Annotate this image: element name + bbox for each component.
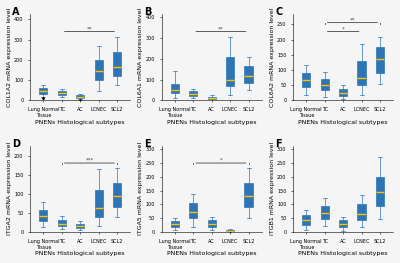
PathPatch shape [226,57,234,86]
PathPatch shape [339,220,347,227]
X-axis label: PNENs Histological subtypes: PNENs Histological subtypes [298,120,388,125]
PathPatch shape [189,91,197,96]
Text: **: ** [218,26,224,31]
Text: **: ** [87,26,92,31]
PathPatch shape [358,61,366,85]
X-axis label: PNENs Histological subtypes: PNENs Histological subtypes [167,120,256,125]
PathPatch shape [244,183,253,207]
PathPatch shape [58,220,66,226]
Y-axis label: COL6A2 mRNA expression level: COL6A2 mRNA expression level [270,8,275,107]
PathPatch shape [94,60,103,80]
PathPatch shape [302,215,310,225]
Y-axis label: COL6A1 mRNA expression level: COL6A1 mRNA expression level [138,8,144,107]
PathPatch shape [76,95,84,98]
PathPatch shape [189,203,197,218]
Y-axis label: ITGB1 mRNA expression level: ITGB1 mRNA expression level [270,142,275,235]
PathPatch shape [358,204,366,220]
PathPatch shape [208,220,216,227]
PathPatch shape [244,66,253,83]
Text: ***: *** [85,158,94,163]
Text: *: * [220,158,222,163]
Y-axis label: COL1A2 mRNA expression level: COL1A2 mRNA expression level [7,8,12,107]
PathPatch shape [302,73,310,87]
Y-axis label: ITGA2 mRNA expression level: ITGA2 mRNA expression level [7,142,12,235]
Y-axis label: ITGA5 mRNA expression level: ITGA5 mRNA expression level [138,142,144,235]
Text: E: E [144,139,150,149]
X-axis label: PNENs Histological subtypes: PNENs Histological subtypes [36,120,125,125]
Text: C: C [275,7,283,17]
PathPatch shape [226,230,234,231]
PathPatch shape [339,89,347,96]
PathPatch shape [39,210,48,221]
PathPatch shape [94,190,103,218]
PathPatch shape [320,79,329,90]
PathPatch shape [58,91,66,95]
Text: B: B [144,7,151,17]
PathPatch shape [113,183,121,207]
Text: A: A [12,7,20,17]
Text: F: F [275,139,282,149]
Text: **: ** [350,17,355,22]
X-axis label: PNENs Histological subtypes: PNENs Histological subtypes [36,251,125,256]
PathPatch shape [171,221,179,227]
PathPatch shape [320,206,329,219]
PathPatch shape [76,224,84,228]
X-axis label: PNENs Histological subtypes: PNENs Histological subtypes [167,251,256,256]
X-axis label: PNENs Histological subtypes: PNENs Histological subtypes [298,251,388,256]
PathPatch shape [376,178,384,206]
PathPatch shape [39,88,48,94]
Text: D: D [12,139,20,149]
PathPatch shape [113,52,121,76]
Text: *: * [342,26,344,31]
PathPatch shape [171,84,179,93]
PathPatch shape [376,47,384,73]
PathPatch shape [208,97,216,99]
